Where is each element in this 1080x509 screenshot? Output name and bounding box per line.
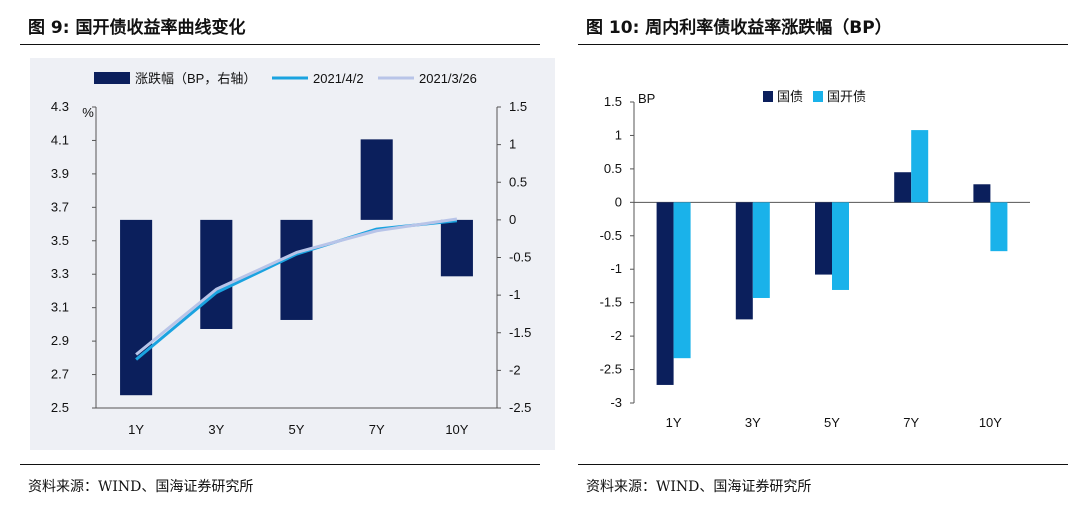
x-tick-label: 1Y bbox=[128, 422, 144, 437]
left-y-tick-label: 2.9 bbox=[51, 333, 69, 348]
right-y-tick-label: -1.5 bbox=[509, 325, 531, 340]
left-y-unit-label: % bbox=[82, 105, 94, 120]
bar-0-7Y bbox=[894, 172, 912, 203]
right-y-tick-label: 1.5 bbox=[509, 99, 527, 114]
x-tick-label: 7Y bbox=[903, 415, 919, 430]
y-tick-label: 1 bbox=[615, 127, 622, 142]
right-y-tick-label: -1 bbox=[509, 287, 521, 302]
bar-1-5Y bbox=[832, 202, 849, 290]
left-source-note: 资料来源：WIND、国海证券研究所 bbox=[28, 479, 254, 495]
y-tick-label: -0.5 bbox=[600, 228, 622, 243]
y-tick-label: -1 bbox=[610, 261, 622, 276]
right-title-rule bbox=[578, 44, 1068, 45]
left-y-tick-label: 3.5 bbox=[51, 233, 69, 248]
right-y-tick-label: -2 bbox=[509, 362, 521, 377]
left-chart: 4.3 4.1 3.9 3.7 3.5 3.3 3.1 2.9 2.7 2.5% 1.5 1 0.5 0 -… bbox=[51, 71, 531, 437]
left-title-rule bbox=[20, 44, 540, 45]
y-tick-label: -1.5 bbox=[600, 295, 622, 310]
x-tick-label: 10Y bbox=[979, 415, 1002, 430]
y-tick-label: -2.5 bbox=[600, 362, 622, 377]
yield-line-1 bbox=[135, 217, 458, 356]
change-bar-7Y bbox=[360, 139, 393, 220]
x-tick-label: 5Y bbox=[824, 415, 840, 430]
bar-1-1Y bbox=[673, 202, 691, 359]
legend-swatch-bars bbox=[94, 72, 130, 84]
right-y-tick-label: -0.5 bbox=[509, 250, 531, 265]
change-bar-5Y bbox=[280, 219, 313, 320]
change-bar-10Y bbox=[440, 219, 473, 277]
left-y-tick-label: 2.7 bbox=[51, 367, 69, 382]
right-chart: 1.5 1 0.5 0 -0.5 -1 -1.5 -2 -2.5 -3 BP 1Y 3Y 5Y 7Y 10Y 国… bbox=[600, 89, 1030, 430]
x-tick-label: 1Y bbox=[666, 415, 682, 430]
x-tick-label: 3Y bbox=[208, 422, 224, 437]
legend-label-line-1: 2021/3/26 bbox=[419, 71, 477, 86]
change-bar-1Y bbox=[120, 219, 153, 396]
bar-0-3Y bbox=[735, 202, 753, 320]
bar-0-5Y bbox=[815, 202, 832, 275]
x-tick-label: 3Y bbox=[745, 415, 761, 430]
left-source-rule bbox=[20, 464, 540, 465]
x-tick-label: 7Y bbox=[369, 422, 385, 437]
y-tick-label: 1.5 bbox=[604, 94, 622, 109]
x-tick-label: 5Y bbox=[289, 422, 305, 437]
right-y-tick-label: 0 bbox=[509, 212, 516, 227]
legend-label-1: 国开债 bbox=[827, 89, 866, 104]
y-tick-label: -2 bbox=[610, 328, 622, 343]
right-chart-title: 图 10: 周内利率债收益率涨跌幅（BP） bbox=[586, 18, 892, 38]
right-y-tick-label: -2.5 bbox=[509, 400, 531, 415]
right-y-tick-label: 0.5 bbox=[509, 174, 527, 189]
left-y-tick-label: 3.1 bbox=[51, 300, 69, 315]
left-y-tick-label: 4.1 bbox=[51, 132, 69, 147]
left-chart-title: 图 9: 国开债收益率曲线变化 bbox=[28, 18, 246, 38]
bar-1-3Y bbox=[752, 202, 770, 298]
left-y-tick-label: 4.3 bbox=[51, 99, 69, 114]
y-tick-label: 0.5 bbox=[604, 161, 622, 176]
right-y-tick-label: 1 bbox=[509, 137, 516, 152]
y-unit-label: BP bbox=[638, 91, 655, 106]
legend-label-bars: 涨跌幅（BP，右轴） bbox=[135, 71, 256, 86]
legend-label-0: 国债 bbox=[777, 89, 803, 104]
right-source-note: 资料来源：WIND、国海证券研究所 bbox=[586, 479, 812, 495]
bar-0-1Y bbox=[656, 202, 674, 385]
left-y-tick-label: 3.7 bbox=[51, 199, 69, 214]
bar-1-10Y bbox=[990, 202, 1008, 252]
bar-1-7Y bbox=[911, 130, 929, 203]
y-tick-label: -3 bbox=[610, 395, 622, 410]
legend-label-line-0: 2021/4/2 bbox=[313, 71, 364, 86]
left-y-tick-label: 3.9 bbox=[51, 166, 69, 181]
change-bar-3Y bbox=[200, 219, 233, 329]
left-y-tick-label: 2.5 bbox=[51, 400, 69, 415]
y-tick-label: 0 bbox=[615, 194, 622, 209]
left-y-tick-label: 3.3 bbox=[51, 266, 69, 281]
legend-swatch-1 bbox=[813, 91, 823, 102]
x-tick-label: 10Y bbox=[445, 422, 468, 437]
legend-swatch-0 bbox=[763, 91, 773, 102]
right-source-rule bbox=[578, 464, 1068, 465]
bar-0-10Y bbox=[973, 184, 991, 203]
